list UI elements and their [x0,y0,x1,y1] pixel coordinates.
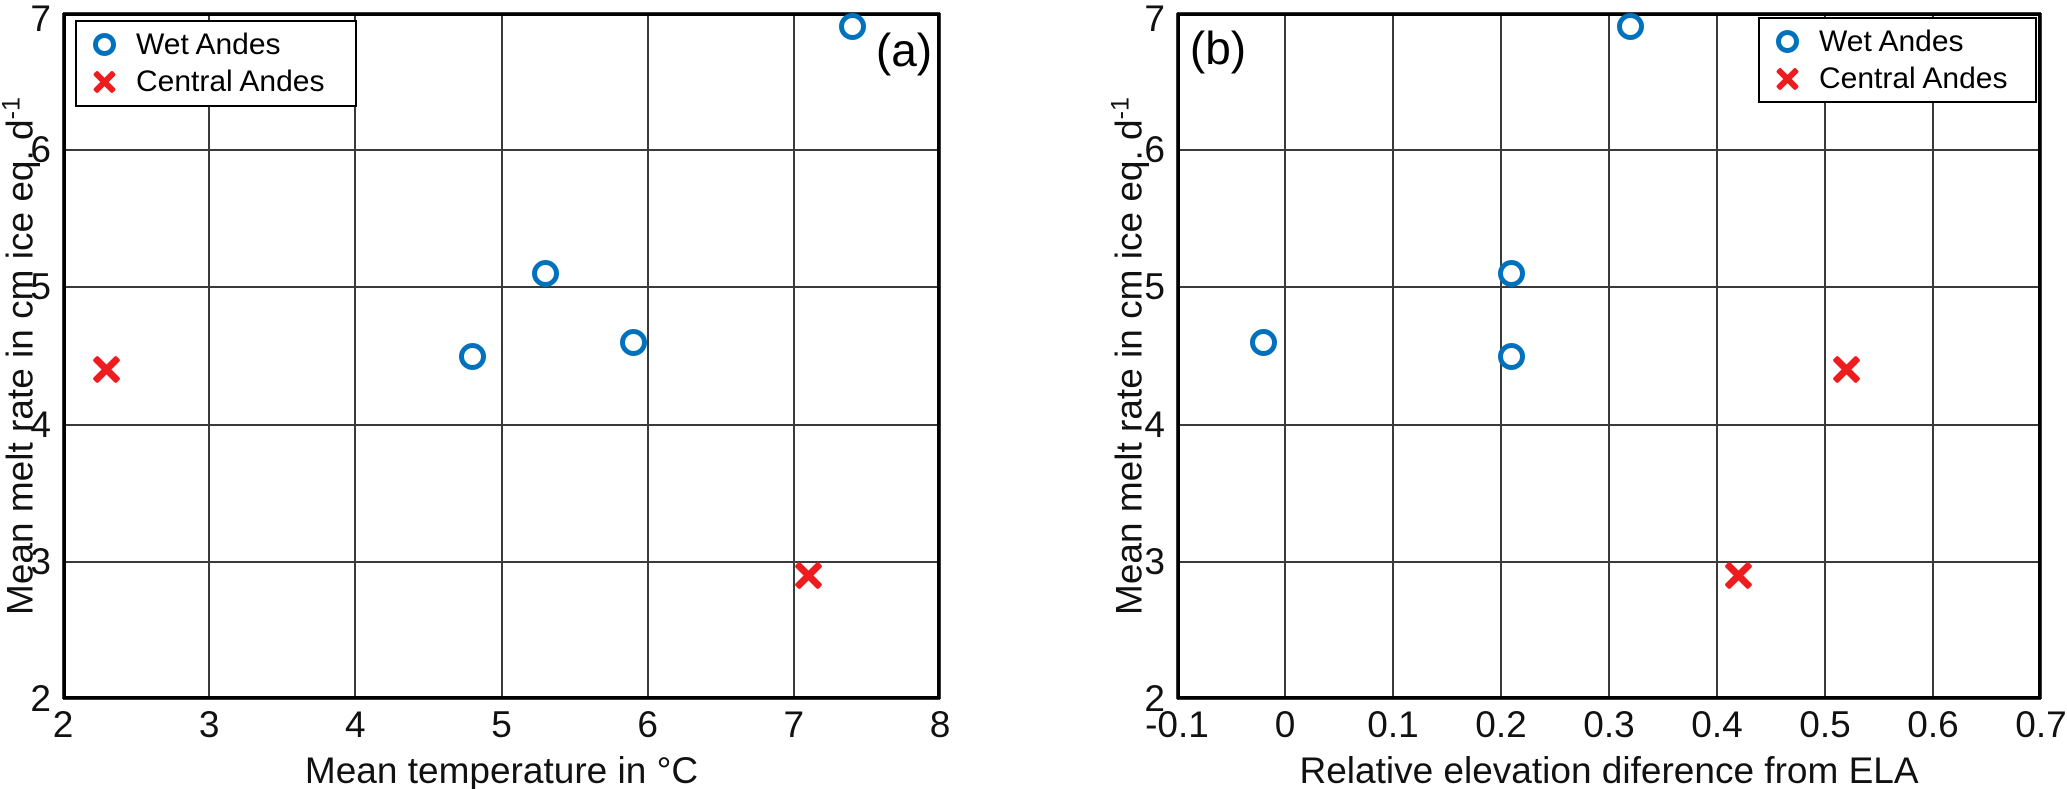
horizontal-gridline [63,149,940,152]
horizontal-gridline [1177,698,2041,700]
panel-label-b: (b) [1189,22,1247,74]
y-tick-label: 4 [30,403,51,445]
horizontal-gridline [63,560,940,563]
horizontal-gridline [1177,149,2041,152]
data-point-circle [619,328,647,356]
x-tick-label: 0.1 [1367,704,1419,745]
x-tick-label: -0.1 [1145,704,1209,745]
y-tick-label: 5 [30,266,51,308]
y-axis-label-text: Mean melt rate in cm ice eq. d [1108,119,1150,615]
x-tick-label: 6 [637,704,658,745]
y-tick-label: 3 [1144,540,1165,582]
legend-circle-marker [1776,30,1799,53]
horizontal-gridline [1177,560,2041,563]
x-tick-label: 0 [1274,704,1296,745]
legend-x-marker [1774,65,1801,92]
x-tick-label: 7 [783,704,805,745]
legend-label: Central Andes [136,65,325,99]
vertical-gridline [646,13,649,699]
horizontal-gridline [1177,423,2041,426]
x-tick-label: 5 [491,704,512,745]
y-tick-label: 5 [1144,266,1165,308]
legend-label: Central Andes [1819,61,2008,95]
vertical-gridline [208,13,211,699]
x-tick-label: 4 [345,704,366,745]
legend-circle-marker [93,33,116,57]
legend-b: Wet Andes Central Andes [1758,17,2037,103]
horizontal-gridline [1177,286,2041,289]
data-point-circle [1617,13,1645,41]
data-point-x [1830,353,1863,386]
legend-row: Wet Andes [1774,25,2025,59]
vertical-gridline [792,13,795,699]
legend-row: Central Andes [1774,62,2025,96]
data-point-circle [1249,328,1277,356]
axes-box-a [63,13,940,699]
y-tick-label: 6 [1144,129,1165,171]
data-point-circle [838,13,866,41]
vertical-gridline [2040,13,2042,699]
y-tick-label: 2 [1144,678,1165,719]
x-tick-label: 3 [198,704,220,745]
y-tick-label: 2 [30,678,51,719]
x-tick-label: 0.2 [1475,704,1527,745]
vertical-gridline [1716,13,1718,699]
x-tick-label: 8 [929,704,951,745]
x-tick-label: 0.4 [1691,704,1743,745]
x-tick-label: 2 [52,704,74,745]
horizontal-gridline [63,698,940,700]
data-point-circle [1498,342,1526,370]
y-axis-label: Mean melt rate in cm ice eq. d-1 [1100,97,1149,615]
data-point-circle [458,342,486,370]
axes-box-b [1177,13,2041,699]
legend-a: Wet Andes Central Andes [75,20,357,107]
legend-x-marker [91,69,118,96]
x-axis-label: Relative elevation diference from ELA [1299,750,1919,789]
x-axis-label: Mean temperature in °C [304,750,699,789]
data-point-circle [531,260,559,288]
data-point-circle [1498,260,1526,288]
legend-label: Wet Andes [136,27,281,61]
vertical-gridline [1392,13,1394,699]
data-point-x [792,559,825,592]
y-tick-label: 4 [1144,403,1165,445]
vertical-gridline [354,13,357,699]
x-tick-label: 0.6 [1907,704,1959,745]
legend-row: Central Andes [91,65,345,99]
panel-label-a: (a) [875,24,933,76]
horizontal-gridline [63,423,940,426]
y-tick-label: 6 [30,129,51,171]
legend-row: Wet Andes [91,28,345,62]
vertical-gridline [1608,13,1610,699]
y-tick-label: 7 [1144,0,1165,39]
y-axis-label-superscript: -1 [1106,97,1135,120]
data-point-x [90,353,123,386]
horizontal-gridline [63,286,940,289]
x-tick-label: 0.7 [2015,704,2067,745]
data-point-x [1722,559,1755,592]
vertical-gridline [1824,13,1826,699]
x-tick-label: 0.5 [1799,704,1851,745]
legend-label: Wet Andes [1819,24,1964,58]
x-tick-label: 0.3 [1583,704,1635,745]
vertical-gridline [500,13,503,699]
vertical-gridline [1284,13,1286,699]
vertical-gridline [1932,13,1934,699]
vertical-gridline [939,13,941,699]
y-tick-label: 3 [30,540,51,582]
y-tick-label: 7 [30,0,51,39]
